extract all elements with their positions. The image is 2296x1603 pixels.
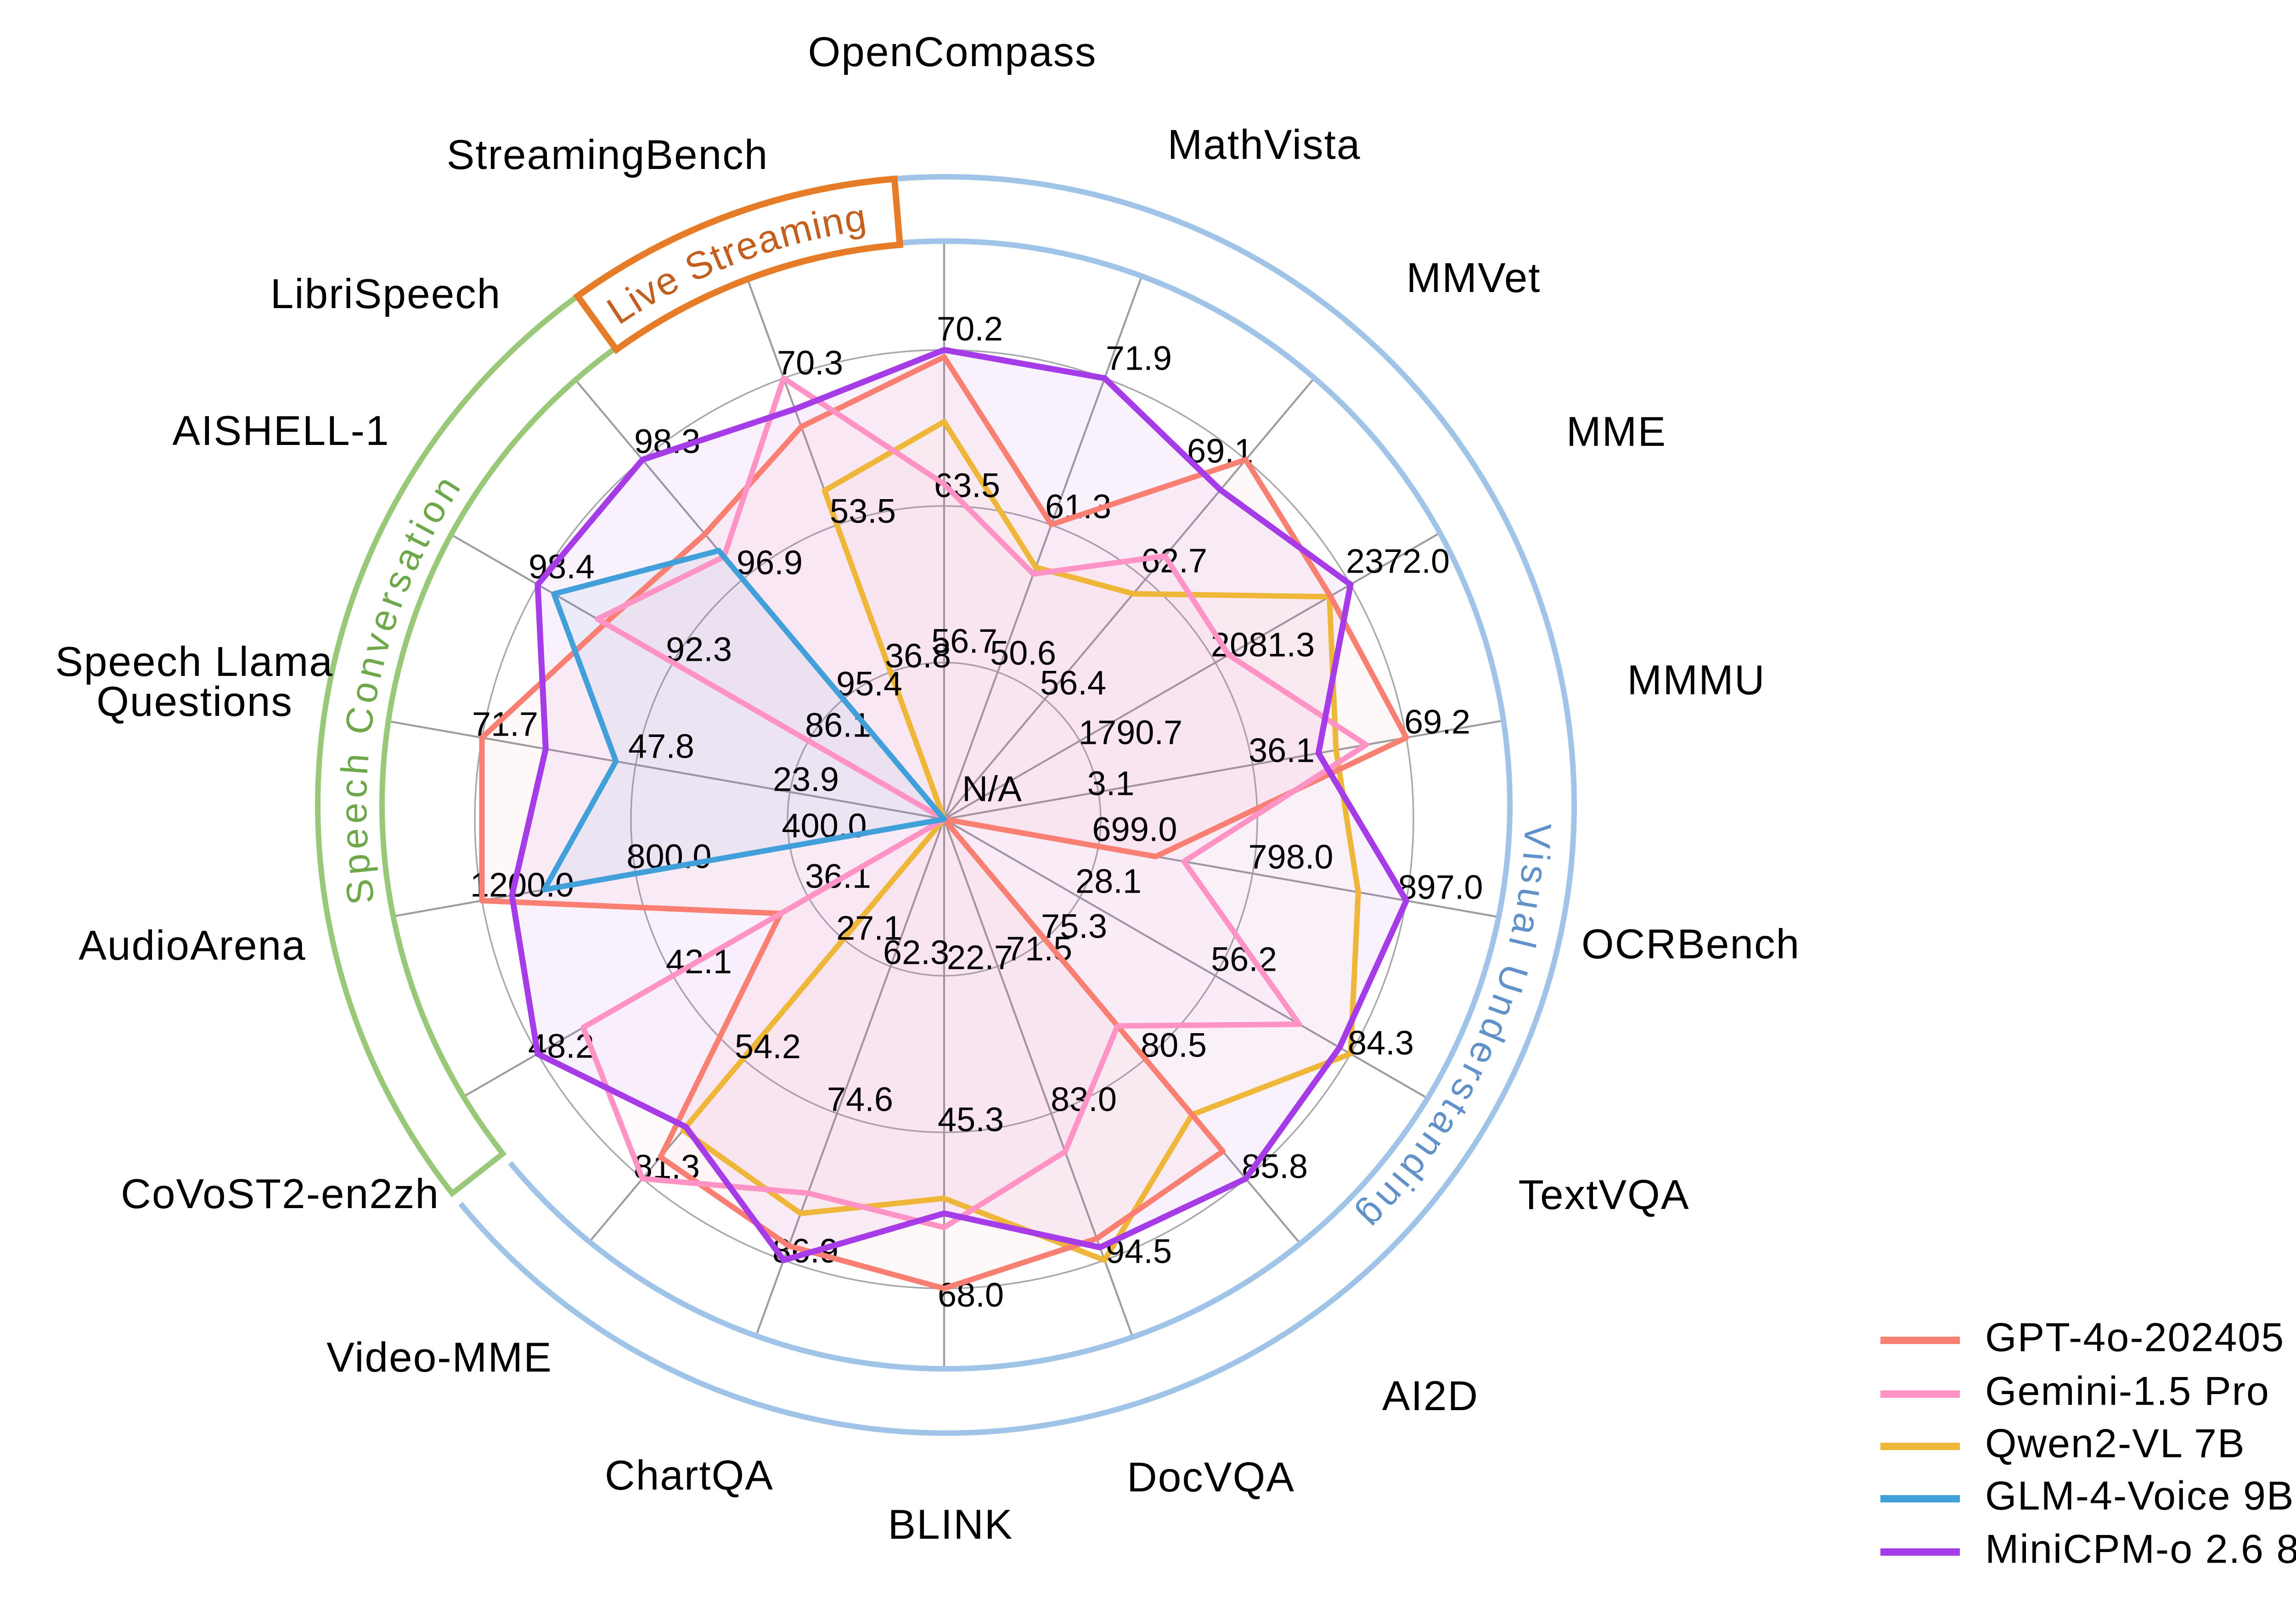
svg-text:Speech Llama: Speech Llama bbox=[55, 639, 333, 685]
svg-text:Video-MME: Video-MME bbox=[326, 1334, 552, 1381]
svg-text:OpenCompass: OpenCompass bbox=[808, 29, 1097, 75]
svg-text:LibriSpeech: LibriSpeech bbox=[270, 271, 501, 317]
svg-text:StreamingBench: StreamingBench bbox=[447, 132, 769, 178]
svg-text:AudioArena: AudioArena bbox=[79, 922, 306, 969]
svg-text:GLM-4-Voice 9B: GLM-4-Voice 9B bbox=[1985, 1473, 2295, 1518]
svg-text:ChartQA: ChartQA bbox=[605, 1452, 774, 1499]
svg-text:96.9: 96.9 bbox=[737, 544, 803, 582]
svg-text:DocVQA: DocVQA bbox=[1127, 1454, 1295, 1501]
svg-text:75.3: 75.3 bbox=[1041, 907, 1107, 945]
svg-text:GPT-4o-202405: GPT-4o-202405 bbox=[1985, 1314, 2285, 1360]
svg-text:36.1: 36.1 bbox=[805, 857, 871, 895]
svg-text:95.4: 95.4 bbox=[836, 665, 902, 703]
svg-text:71.9: 71.9 bbox=[1106, 339, 1172, 377]
svg-text:84.3: 84.3 bbox=[1348, 1024, 1414, 1062]
svg-text:N/A: N/A bbox=[962, 769, 1022, 809]
svg-text:62.3: 62.3 bbox=[883, 934, 949, 972]
svg-text:1790.7: 1790.7 bbox=[1079, 714, 1182, 752]
svg-text:70.3: 70.3 bbox=[777, 344, 843, 382]
svg-text:2372.0: 2372.0 bbox=[1346, 542, 1450, 580]
svg-text:Qwen2-VL 7B: Qwen2-VL 7B bbox=[1985, 1420, 2245, 1466]
svg-text:47.8: 47.8 bbox=[628, 727, 694, 765]
svg-text:50.6: 50.6 bbox=[990, 634, 1056, 672]
svg-text:56.4: 56.4 bbox=[1040, 664, 1106, 702]
svg-text:AI2D: AI2D bbox=[1382, 1373, 1479, 1419]
svg-text:MMVet: MMVet bbox=[1406, 255, 1541, 301]
svg-text:22.7: 22.7 bbox=[947, 939, 1013, 977]
svg-text:MiniCPM-o 2.6 8B: MiniCPM-o 2.6 8B bbox=[1985, 1526, 2296, 1571]
svg-text:69.2: 69.2 bbox=[1404, 703, 1470, 741]
svg-text:798.0: 798.0 bbox=[1248, 838, 1333, 876]
svg-text:MME: MME bbox=[1566, 409, 1666, 455]
svg-text:74.6: 74.6 bbox=[827, 1080, 893, 1119]
svg-text:54.2: 54.2 bbox=[735, 1028, 801, 1066]
svg-text:BLINK: BLINK bbox=[888, 1502, 1013, 1548]
svg-text:23.9: 23.9 bbox=[773, 760, 839, 799]
svg-text:MMMU: MMMU bbox=[1627, 657, 1765, 703]
svg-text:86.1: 86.1 bbox=[805, 706, 871, 744]
svg-text:CoVoST2-en2zh: CoVoST2-en2zh bbox=[121, 1171, 439, 1217]
svg-text:MathVista: MathVista bbox=[1168, 122, 1361, 168]
svg-text:3.1: 3.1 bbox=[1087, 765, 1135, 803]
svg-text:70.2: 70.2 bbox=[937, 310, 1003, 348]
svg-text:36.1: 36.1 bbox=[1249, 731, 1315, 770]
svg-text:53.5: 53.5 bbox=[830, 492, 896, 530]
svg-text:2081.3: 2081.3 bbox=[1211, 626, 1315, 664]
svg-text:45.3: 45.3 bbox=[938, 1101, 1004, 1139]
svg-text:28.1: 28.1 bbox=[1075, 862, 1142, 900]
svg-text:Gemini-1.5 Pro: Gemini-1.5 Pro bbox=[1985, 1368, 2270, 1413]
svg-text:Questions: Questions bbox=[96, 679, 293, 725]
svg-text:27.1: 27.1 bbox=[836, 909, 902, 947]
svg-text:80.5: 80.5 bbox=[1141, 1026, 1207, 1064]
svg-text:897.0: 897.0 bbox=[1398, 868, 1483, 906]
svg-text:TextVQA: TextVQA bbox=[1518, 1172, 1689, 1218]
svg-text:56.7: 56.7 bbox=[931, 622, 997, 660]
svg-text:OCRBench: OCRBench bbox=[1581, 921, 1800, 967]
svg-text:36.8: 36.8 bbox=[885, 637, 951, 675]
svg-text:699.0: 699.0 bbox=[1092, 810, 1177, 849]
svg-text:AISHELL-1: AISHELL-1 bbox=[172, 408, 389, 454]
